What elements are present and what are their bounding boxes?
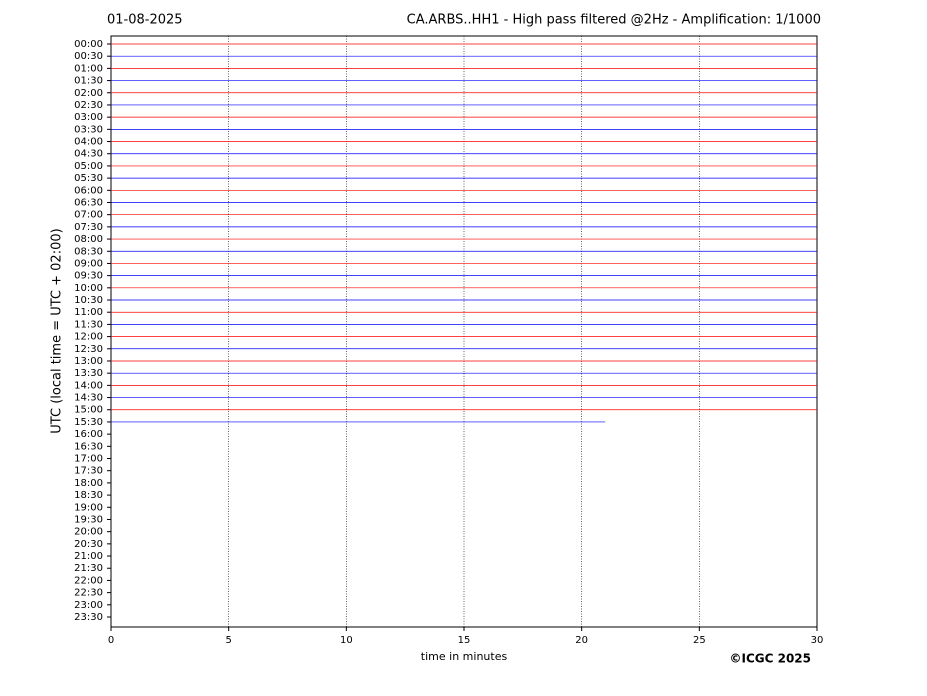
y-tick-label: 17:30 (74, 466, 103, 477)
y-tick-label: 00:00 (74, 39, 103, 50)
x-axis-label: time in minutes (421, 650, 508, 663)
y-tick-label: 08:00 (74, 234, 103, 245)
y-tick-label: 08:30 (74, 246, 103, 257)
y-tick-label: 17:00 (74, 454, 103, 465)
y-tick-label: 11:30 (74, 319, 103, 330)
x-tick-label: 5 (225, 635, 231, 646)
y-tick-label: 21:30 (74, 563, 103, 574)
y-tick-label: 13:30 (74, 368, 103, 379)
y-tick-label: 01:00 (74, 63, 103, 74)
y-tick-label: 12:00 (74, 332, 103, 343)
y-tick-label: 02:00 (74, 88, 103, 99)
y-tick-label: 22:00 (74, 575, 103, 586)
y-tick-label: 06:00 (74, 185, 103, 196)
y-tick-label: 07:00 (74, 210, 103, 221)
y-tick-label: 23:30 (74, 612, 103, 623)
y-tick-label: 07:30 (74, 222, 103, 233)
y-tick-label: 23:00 (74, 600, 103, 611)
y-tick-label: 11:00 (74, 307, 103, 318)
y-tick-label: 04:00 (74, 137, 103, 148)
y-tick-label: 12:30 (74, 344, 103, 355)
y-tick-label: 05:30 (74, 173, 103, 184)
y-tick-label: 22:30 (74, 588, 103, 599)
y-tick-label: 19:30 (74, 514, 103, 525)
y-tick-label: 15:00 (74, 405, 103, 416)
y-tick-label: 14:00 (74, 380, 103, 391)
x-tick-label: 30 (811, 635, 824, 646)
y-tick-label: 18:00 (74, 478, 103, 489)
y-tick-label: 18:30 (74, 490, 103, 501)
y-tick-label: 01:30 (74, 76, 103, 87)
y-tick-label: 10:30 (74, 295, 103, 306)
y-tick-label: 06:30 (74, 197, 103, 208)
y-tick-label: 15:30 (74, 417, 103, 428)
date: 01-08-2025 (107, 13, 183, 28)
copyright: ©ICGC 2025 (729, 652, 811, 666)
y-tick-label: 02:30 (74, 100, 103, 111)
x-tick-label: 0 (108, 635, 114, 646)
y-tick-label: 19:00 (74, 502, 103, 513)
x-tick-label: 10 (340, 635, 353, 646)
y-tick-label: 09:00 (74, 258, 103, 269)
y-tick-label: 21:00 (74, 551, 103, 562)
x-tick-label: 25 (693, 635, 706, 646)
x-tick-label: 20 (575, 635, 588, 646)
y-tick-label: 16:30 (74, 441, 103, 452)
y-tick-label: 05:00 (74, 161, 103, 172)
y-tick-label: 00:30 (74, 51, 103, 62)
x-tick-label: 15 (458, 635, 471, 646)
y-tick-label: 04:30 (74, 149, 103, 160)
y-axis-label: UTC (local time = UTC + 02:00) (50, 228, 65, 433)
y-tick-label: 20:00 (74, 527, 103, 538)
y-tick-label: 03:30 (74, 124, 103, 135)
y-tick-label: 16:00 (74, 429, 103, 440)
chart-title: CA.ARBS..HH1 - High pass filtered @2Hz -… (407, 13, 821, 28)
y-tick-label: 09:30 (74, 271, 103, 282)
y-tick-label: 20:30 (74, 539, 103, 550)
y-tick-label: 14:30 (74, 393, 103, 404)
y-tick-label: 03:00 (74, 112, 103, 123)
y-tick-label: 13:00 (74, 356, 103, 367)
y-tick-label: 10:00 (74, 283, 103, 294)
